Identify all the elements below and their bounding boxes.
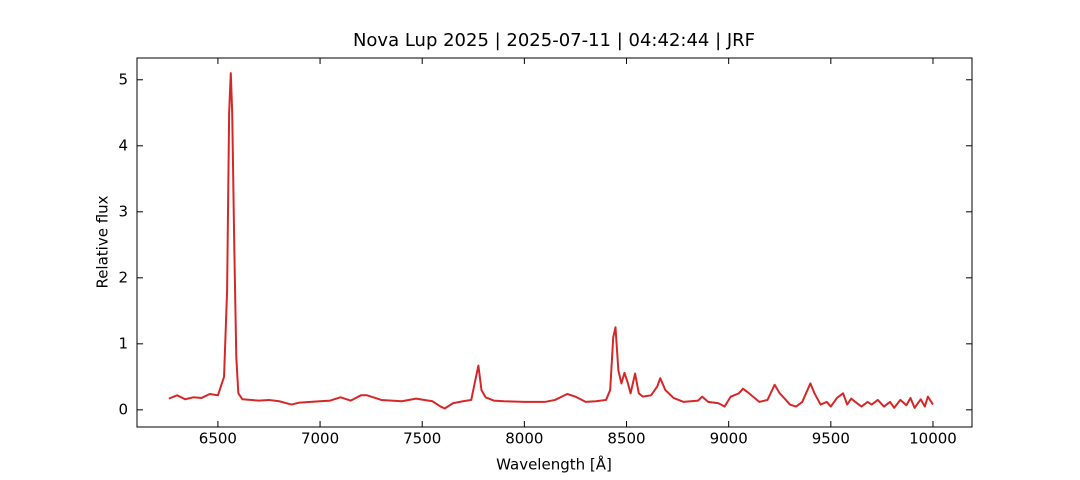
spectrum-line [168, 72, 934, 410]
x-tick-label: 10000 [909, 430, 957, 448]
y-tick-label: 5 [118, 70, 128, 88]
x-tick-label: 6500 [199, 430, 237, 448]
x-tick-label: 9500 [812, 430, 850, 448]
x-tick-label: 7500 [403, 430, 441, 448]
y-axis-label: Relative flux [94, 195, 112, 288]
y-tick-label: 3 [118, 202, 128, 220]
y-tick-label: 4 [118, 136, 128, 154]
plot-frame [136, 57, 973, 428]
y-tick-label: 1 [118, 334, 128, 352]
y-tick-label: 0 [118, 400, 128, 418]
x-tick-label: 9000 [710, 430, 748, 448]
x-axis-label: Wavelength [Å] [496, 455, 612, 474]
x-tick-label: 8500 [607, 430, 645, 448]
y-tick-label: 2 [118, 268, 128, 286]
chart-title: Nova Lup 2025 | 2025-07-11 | 04:42:44 | … [353, 30, 755, 51]
x-tick-label: 7000 [301, 430, 339, 448]
x-tick-label: 8000 [505, 430, 543, 448]
